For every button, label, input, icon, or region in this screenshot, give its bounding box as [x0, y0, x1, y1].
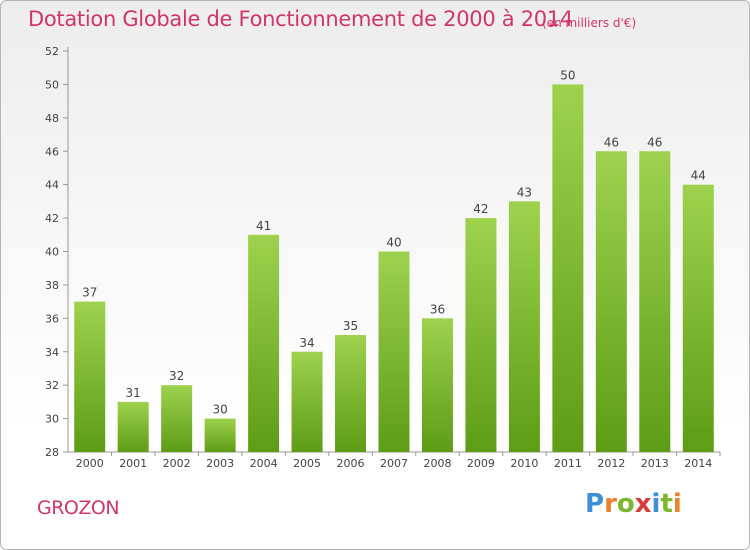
chart-title: Dotation Globale de Fonctionnement de 20…	[28, 7, 573, 31]
x-tick-label: 2009	[467, 457, 495, 470]
bar	[335, 335, 367, 452]
y-tick-label: 30	[45, 413, 59, 426]
logo-letter: r	[604, 489, 617, 519]
data-label: 50	[560, 68, 575, 82]
logo-letter: t	[660, 489, 673, 519]
data-label: 41	[256, 219, 271, 233]
data-label: 46	[647, 135, 662, 149]
bar	[248, 234, 280, 452]
data-label: 42	[473, 202, 488, 216]
bar	[552, 84, 584, 453]
bar	[508, 201, 540, 452]
data-label: 40	[386, 236, 401, 250]
logo-letter: x	[634, 489, 652, 519]
y-tick-label: 52	[45, 45, 59, 58]
bar	[161, 385, 193, 452]
data-label: 35	[343, 319, 358, 333]
x-tick-label: 2005	[293, 457, 321, 470]
x-tick-label: 2008	[423, 457, 451, 470]
y-tick-label: 44	[45, 179, 59, 192]
y-tick-label: 50	[45, 78, 59, 91]
chart-unit-note: (en milliers d'€)	[542, 16, 637, 30]
x-tick-label: 2014	[684, 457, 712, 470]
bar	[421, 318, 453, 452]
data-label: 30	[212, 403, 227, 417]
x-tick-label: 2013	[641, 457, 669, 470]
y-tick-label: 38	[45, 279, 59, 292]
y-tick-label: 46	[45, 145, 59, 158]
data-label: 32	[169, 369, 184, 383]
bar	[117, 401, 149, 452]
x-tick-label: 2010	[510, 457, 538, 470]
data-label: 46	[604, 135, 619, 149]
logo-letter: o	[616, 489, 635, 519]
data-label: 44	[691, 169, 706, 183]
proxiti-logo: Proxiti	[585, 489, 682, 519]
x-tick-label: 2007	[380, 457, 408, 470]
x-tick-label: 2001	[119, 457, 147, 470]
bar	[378, 251, 410, 452]
x-tick-label: 2006	[337, 457, 365, 470]
bar	[639, 151, 671, 452]
data-label: 31	[126, 386, 141, 400]
y-tick-label: 48	[45, 112, 59, 125]
bar	[595, 151, 627, 452]
y-tick-label: 36	[45, 312, 59, 325]
commune-name: GROZON	[37, 497, 120, 519]
data-label: 43	[517, 185, 532, 199]
x-tick-label: 2011	[554, 457, 582, 470]
logo-letter: i	[651, 489, 661, 519]
y-tick-label: 34	[45, 346, 59, 359]
y-tick-label: 32	[45, 379, 59, 392]
x-tick-label: 2002	[163, 457, 191, 470]
bar	[465, 218, 497, 452]
bar	[682, 184, 714, 452]
logo-letter: P	[585, 489, 605, 519]
logo-letter: i	[672, 489, 682, 519]
x-tick-label: 2004	[250, 457, 278, 470]
x-tick-label: 2000	[76, 457, 104, 470]
data-label: 34	[299, 336, 314, 350]
x-tick-label: 2003	[206, 457, 234, 470]
bar	[204, 418, 236, 452]
data-label: 37	[82, 286, 97, 300]
x-tick-label: 2012	[597, 457, 625, 470]
bar	[74, 301, 106, 452]
y-tick-label: 40	[45, 246, 59, 259]
bar	[291, 351, 323, 452]
data-label: 36	[430, 302, 445, 316]
y-tick-label: 28	[45, 446, 59, 459]
y-tick-label: 42	[45, 212, 59, 225]
